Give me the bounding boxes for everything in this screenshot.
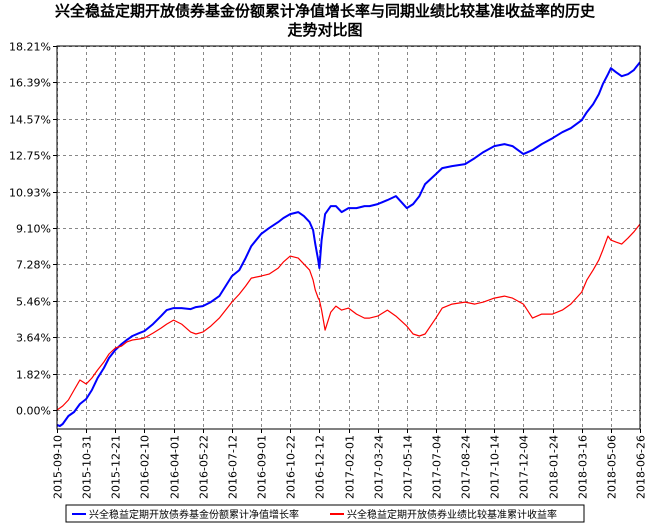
x-axis-ticks: 2015-09-10 2015-10-31 2015-12-21 2016-02-10… <box>52 429 648 499</box>
legend-label-1: 兴全稳益定期开放债券基金份额累计净值增长率 <box>89 508 299 521</box>
y-tick-label: 7.28% <box>16 259 51 272</box>
x-tick-label: 2017-02-01 <box>344 435 357 499</box>
x-tick-label: 2016-09-01 <box>256 435 269 499</box>
legend-label-2: 兴全稳益定期开放债券业绩比较基准累计收益率 <box>347 508 557 521</box>
x-tick-label: 2018-03-16 <box>577 435 590 499</box>
x-tick-label: 2017-03-24 <box>373 435 386 499</box>
x-tick-label: 2017-08-24 <box>460 435 473 499</box>
legend: 兴全稳益定期开放债券基金份额累计净值增长率 兴全稳益定期开放债券业绩比较基准累计收… <box>65 504 585 523</box>
series-line-1 <box>56 61 641 427</box>
y-tick-label: 16.39% <box>9 77 51 90</box>
y-tick-label: 18.21% <box>9 41 51 54</box>
chart-title-line-1: 兴全稳益定期开放债券基金份额累计净值增长率与同期业绩比较基准收益率的历史 <box>54 2 595 20</box>
plot-area-frame <box>56 45 641 430</box>
x-tick-label: 2017-05-14 <box>402 435 415 499</box>
x-tick-label: 2016-04-01 <box>169 435 182 499</box>
y-tick-label: 9.10% <box>16 223 51 236</box>
x-tick-label: 2018-06-26 <box>635 435 648 499</box>
x-tick-label: 2015-12-21 <box>110 435 123 499</box>
x-tick-label: 2016-05-22 <box>198 435 211 499</box>
y-tick-label: 14.57% <box>9 114 51 127</box>
x-tick-label: 2017-07-04 <box>431 435 444 499</box>
y-tick-label: 12.75% <box>9 150 51 163</box>
series-lines <box>56 61 641 427</box>
legend-frame <box>65 504 585 523</box>
x-tick-label: 2016-07-12 <box>227 435 240 499</box>
y-tick-label: 5.46% <box>16 296 51 309</box>
x-tick-label: 2018-05-06 <box>606 435 619 499</box>
x-tick-label: 2016-12-12 <box>314 435 327 499</box>
x-tick-label: 2015-09-10 <box>52 435 65 499</box>
y-tick-label: 10.93% <box>9 187 51 200</box>
y-tick-label: 3.64% <box>16 332 51 345</box>
x-tick-label: 2018-01-24 <box>548 435 561 499</box>
chart-title-line-2: 走势对比图 <box>287 21 363 39</box>
x-tick-label: 2015-10-31 <box>81 435 94 499</box>
chart-title: 兴全稳益定期开放债券基金份额累计净值增长率与同期业绩比较基准收益率的历史 走势对… <box>0 2 650 40</box>
y-axis-ticks: 18.21% 16.39% 14.57% 12.75% 10.93% 9.10% 7.28%… <box>9 41 57 418</box>
x-tick-label: 2016-10-22 <box>285 435 298 499</box>
series-line-2 <box>56 223 641 411</box>
x-tick-label: 2017-10-14 <box>489 435 502 499</box>
x-tick-label: 2016-02-10 <box>139 435 152 499</box>
x-tick-label: 2017-12-04 <box>518 435 531 499</box>
y-tick-label: 0.00% <box>16 405 51 418</box>
y-tick-label: 1.82% <box>16 369 51 382</box>
grid-lines <box>57 46 641 429</box>
